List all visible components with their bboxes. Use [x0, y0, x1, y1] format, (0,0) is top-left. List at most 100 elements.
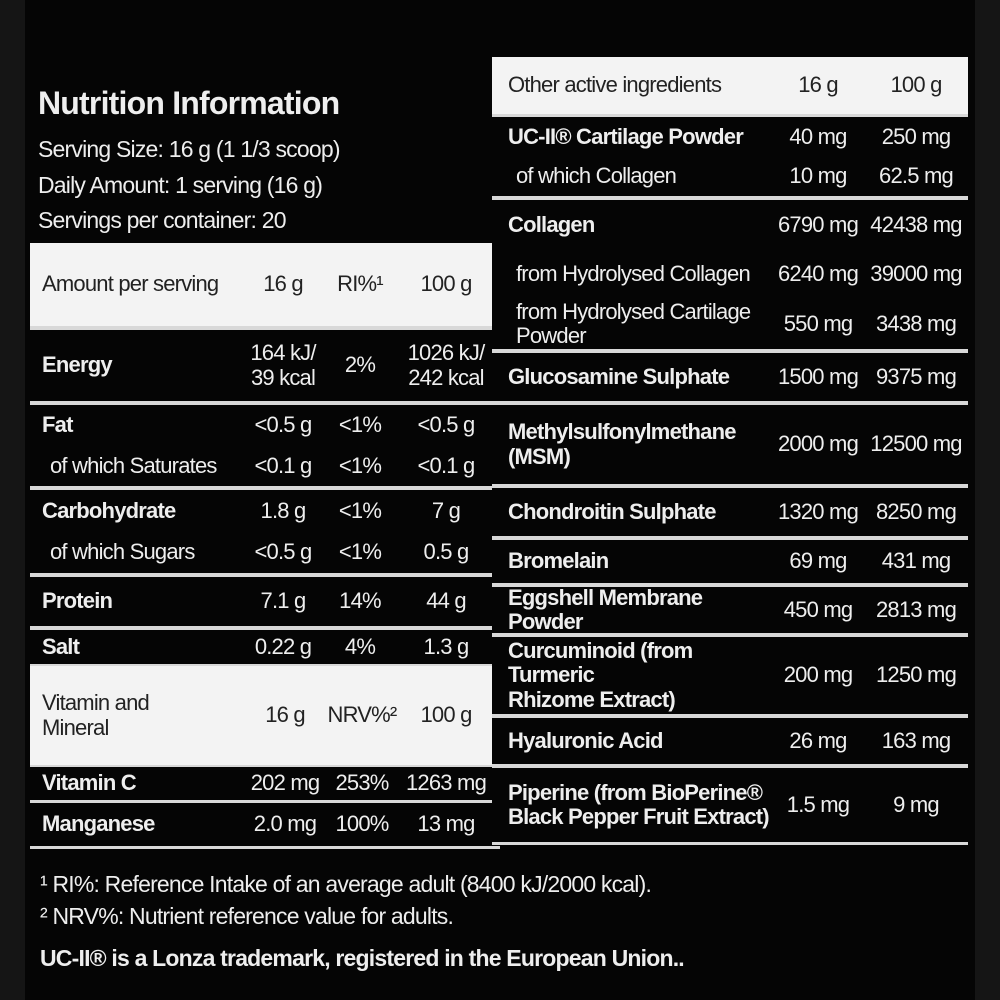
nutrient-name: Methylsulfonylmethane (MSM) [508, 419, 736, 469]
nutrient-value: 1026 kJ/ 242 kcal [407, 340, 486, 390]
nutrient-value: 6240 mg [777, 261, 859, 287]
nutrient-name: Fat [42, 412, 73, 438]
nutrient-value: <1% [338, 412, 382, 438]
header-band [30, 243, 492, 326]
nutrient-value: 10 mg [789, 163, 847, 189]
nutrient-value: 39000 mg [870, 261, 962, 287]
row-group [492, 353, 968, 401]
nutrient-value: <0.1 g [417, 452, 476, 478]
nutrient-value: 1250 mg [875, 662, 957, 688]
nutrient-name: Energy [42, 352, 113, 378]
row-group [492, 718, 968, 764]
serving-info: Daily Amount: 1 serving (16 g) [38, 172, 323, 199]
nutrient-name: UC-II® Cartilage Powder [508, 123, 744, 149]
nutrient-value: 100% [335, 811, 389, 837]
nutrient-name: of which Collagen [516, 163, 677, 189]
nutrient-value: 40 mg [789, 123, 847, 149]
nutrient-name: of which Saturates [50, 452, 217, 478]
nutrient-value: 0.5 g [423, 539, 470, 565]
row-group [492, 405, 968, 484]
nutrient-value: 6790 mg [777, 211, 859, 237]
row-group [30, 490, 492, 573]
nutrient-value: <0.5 g [254, 539, 313, 565]
nutrient-name: Glucosamine Sulphate [508, 363, 730, 389]
serving-info: Servings per container: 20 [38, 207, 286, 234]
column-header: Amount per serving [42, 271, 219, 297]
nutrient-value: 42438 mg [870, 211, 962, 237]
row-group [492, 117, 968, 196]
row-group [30, 630, 492, 664]
column-header: 16 g [265, 702, 305, 728]
row-group [492, 587, 968, 633]
nutrient-name: from Hydrolysed Collagen [516, 261, 751, 287]
nutrient-value: 69 mg [789, 548, 847, 574]
nutrient-value: <0.5 g [417, 412, 476, 438]
nutrient-value: 2813 mg [875, 596, 957, 622]
nutrient-value: <1% [338, 539, 382, 565]
nutrient-value: 550 mg [783, 311, 853, 337]
nutrient-value: 12500 mg [870, 431, 962, 457]
nutrient-name: Eggshell Membrane Powder [508, 584, 703, 634]
nutrient-name: of which Sugars [50, 539, 195, 565]
nutrient-value: 7.1 g [260, 588, 307, 614]
nutrient-name: Curcuminoid (from Turmeric Rhizome Extra… [508, 638, 693, 712]
nutrient-value: 250 mg [881, 123, 951, 149]
nutrient-value: 202 mg [250, 770, 320, 796]
nutrient-value: 26 mg [789, 727, 847, 753]
nutrient-value: <1% [338, 497, 382, 523]
row-group [492, 637, 968, 714]
nutrient-value: 3438 mg [875, 311, 957, 337]
nutrient-value: 2% [344, 352, 376, 378]
row-group [492, 540, 968, 583]
nutrient-value: <1% [338, 452, 382, 478]
header-band [492, 57, 968, 114]
nutrient-name: Vitamin C [42, 770, 137, 796]
nutrient-value: 1500 mg [777, 363, 859, 389]
nutrient-name: Manganese [42, 811, 155, 837]
row-group [492, 488, 968, 536]
nutrient-name: Carbohydrate [42, 497, 176, 523]
row-group [30, 330, 492, 401]
nutrient-name: Chondroitin Sulphate [508, 498, 716, 524]
column-header: 100 g [420, 702, 472, 728]
column-header: NRV%² [327, 702, 398, 728]
nutrient-value: 1.8 g [260, 497, 307, 523]
nutrient-value: 164 kJ/ 39 kcal [250, 340, 316, 390]
nutrient-value: 13 mg [417, 811, 475, 837]
row-group [30, 405, 492, 486]
nutrient-value: 1320 mg [777, 498, 859, 524]
nutrient-value: 1263 mg [405, 770, 487, 796]
nutrient-value: 1.5 mg [786, 791, 850, 817]
nutrient-name: Collagen [508, 211, 595, 237]
nutrient-value: 2.0 mg [253, 811, 317, 837]
footnote: ¹ RI%: Reference Intake of an average ad… [40, 871, 652, 898]
nutrient-value: 9375 mg [875, 363, 957, 389]
nutrient-value: 200 mg [783, 662, 853, 688]
serving-info: Serving Size: 16 g (1 1/3 scoop) [38, 136, 341, 163]
nutrient-value: 253% [335, 770, 389, 796]
header-band [30, 666, 500, 765]
nutrient-value: 14% [339, 588, 381, 614]
row-group [30, 577, 492, 626]
nutrient-name: Hyaluronic Acid [508, 727, 663, 753]
column-header: 100 g [420, 271, 472, 297]
nutrient-name: from Hydrolysed Cartilage Powder [516, 298, 751, 349]
column-header: 16 g [263, 271, 303, 297]
nutrient-name: Salt [42, 633, 80, 659]
nutrient-value: 4% [344, 633, 376, 659]
nutrient-value: 2000 mg [777, 431, 859, 457]
footnote: UC-II® is a Lonza trademark, registered … [40, 945, 685, 972]
row-group [492, 768, 968, 842]
nutrient-name: Protein [42, 588, 113, 614]
row-group [30, 803, 500, 846]
row-group [492, 200, 968, 349]
nutrient-value: 450 mg [783, 596, 853, 622]
nutrient-value: <0.5 g [254, 412, 313, 438]
nutrient-value: 431 mg [881, 548, 951, 574]
row-group [30, 767, 500, 800]
nutrient-value: 8250 mg [875, 498, 957, 524]
column-header: Vitamin and Mineral [42, 690, 150, 740]
nutrient-value: 62.5 mg [879, 163, 954, 189]
column-header: Other active ingredients [508, 72, 722, 98]
